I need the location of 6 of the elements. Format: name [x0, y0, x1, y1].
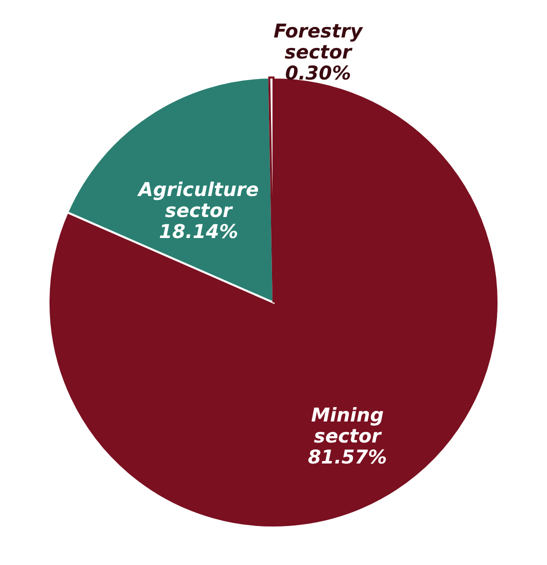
data-label: 0.30% — [285, 62, 352, 85]
slice-label: Mining sector — [311, 404, 384, 448]
slice-label: Agriculture sector — [136, 179, 259, 222]
data-label: 18.14% — [158, 221, 238, 244]
data-label: 81.57% — [308, 446, 387, 468]
slice-label: Forestry sector — [274, 20, 364, 64]
